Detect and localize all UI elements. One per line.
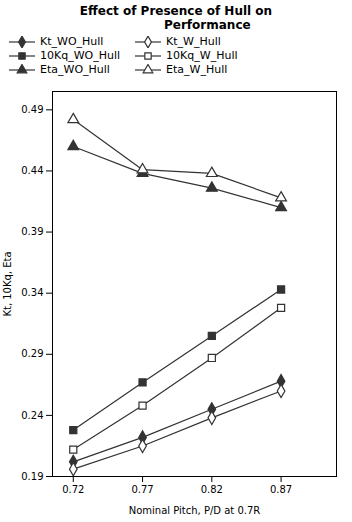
svg-text:0.44: 0.44 bbox=[21, 165, 43, 176]
svg-text:0.72: 0.72 bbox=[62, 484, 84, 495]
html-text:Effect of Presence of Hull on: Effect of Presence of Hull on bbox=[79, 4, 273, 18]
html-text:Eta_WO_Hull: Eta_WO_Hull bbox=[40, 63, 110, 76]
svg-text:0.82: 0.82 bbox=[201, 484, 223, 495]
html-text:Eta_W_Hull: Eta_W_Hull bbox=[166, 63, 228, 76]
svg-text:0.24: 0.24 bbox=[21, 410, 43, 421]
svg-text:0.29: 0.29 bbox=[21, 348, 43, 359]
html-text:10Kq_WO_Hull: 10Kq_WO_Hull bbox=[40, 49, 121, 62]
svg-text:0.34: 0.34 bbox=[21, 287, 43, 298]
svg-text:0.49: 0.49 bbox=[21, 104, 43, 115]
svg-text:0.19: 0.19 bbox=[21, 471, 43, 482]
svg-text:Nominal Pitch, P/D at 0.7R: Nominal Pitch, P/D at 0.7R bbox=[129, 505, 261, 516]
html-text:Performance: Performance bbox=[101, 18, 251, 32]
html-text:10Kq_W_Hull: 10Kq_W_Hull bbox=[166, 49, 238, 62]
svg-text:Kt, 10Kq, Eta: Kt, 10Kq, Eta bbox=[2, 251, 13, 316]
svg-text:0.39: 0.39 bbox=[21, 226, 43, 237]
html-text:Kt_WO_Hull: Kt_WO_Hull bbox=[40, 35, 104, 48]
svg-text:0.87: 0.87 bbox=[270, 484, 292, 495]
html-text:Kt_W_Hull: Kt_W_Hull bbox=[166, 35, 221, 48]
svg-text:0.77: 0.77 bbox=[131, 484, 153, 495]
